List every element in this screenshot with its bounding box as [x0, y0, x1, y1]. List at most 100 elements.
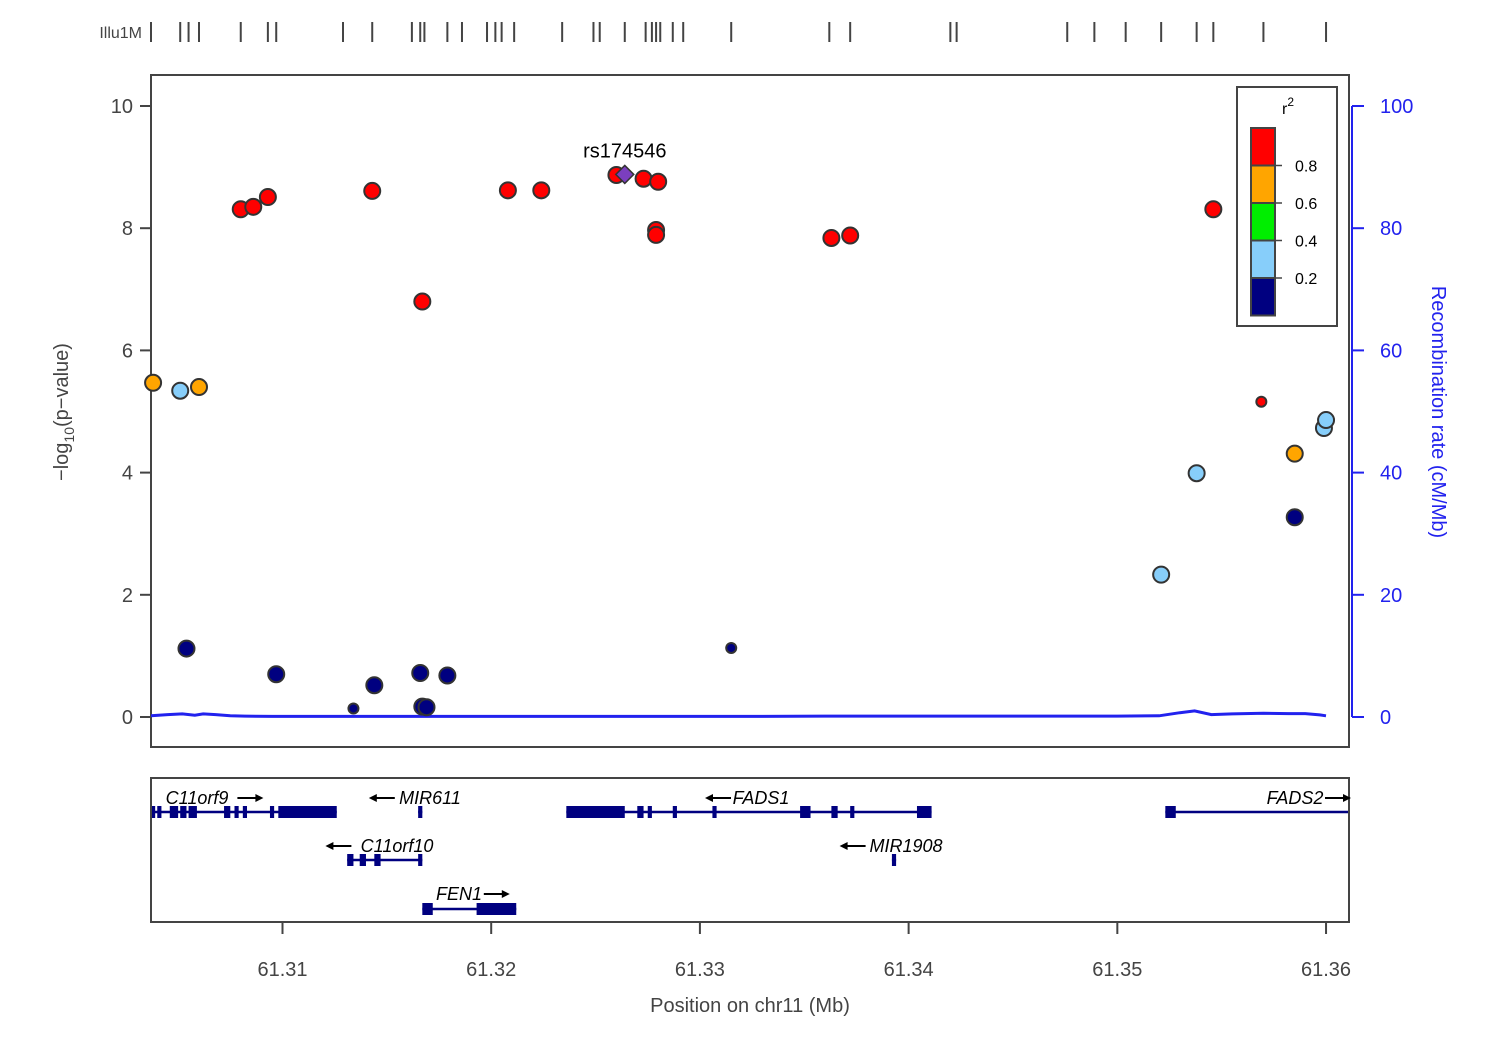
gene-exon [637, 806, 644, 818]
x-tick-label: 61.33 [675, 959, 725, 981]
main-panel-frame [150, 74, 1350, 748]
y2-tick-label: 100 [1380, 96, 1413, 118]
gene-exon [278, 806, 337, 818]
gene-track: C11orf9 MIR611 FADS1 FADS2 C11orf10 MIR1908 FE… [152, 788, 1351, 915]
snp-point [438, 666, 457, 685]
legend-title: r2 [1282, 95, 1294, 118]
lead-snp-group: rs174546 [583, 140, 666, 185]
y2-tick-label: 40 [1380, 463, 1402, 485]
snp-point [144, 373, 163, 392]
x-tick-label: 61.35 [1092, 959, 1142, 981]
recombination-axis: 0 20 40 60 80 100 [1351, 96, 1413, 729]
lead-snp-marker [614, 164, 635, 185]
gene-fads1: FADS1 [566, 788, 932, 818]
gene-exon [800, 806, 811, 818]
snp-point [647, 225, 666, 244]
snp-point [1285, 444, 1304, 463]
snp-point [244, 197, 263, 216]
snp-point [1285, 508, 1304, 527]
snp-point [177, 639, 196, 658]
legend-label: 0.2 [1295, 271, 1317, 288]
snp-point [365, 676, 384, 695]
gene-panel-frame [150, 777, 1350, 923]
gene-exon [242, 806, 248, 818]
gene-label: MIR1908 [869, 836, 942, 856]
gene-mir1908: MIR1908 [839, 836, 943, 866]
gene-c11orf10: C11orf10 [325, 836, 433, 866]
lead-snp-label: rs174546 [583, 140, 666, 162]
gene-exon [850, 806, 855, 818]
y2-axis-title: Recombination rate (cM/Mb) [1427, 286, 1449, 538]
gene-exon [269, 806, 275, 818]
snp-track: Illu1M [99, 22, 1328, 42]
snp-point [1255, 395, 1268, 408]
track-label: Illu1M [99, 25, 142, 42]
legend-label: 0.8 [1295, 159, 1317, 176]
gene-label: FEN1 [436, 884, 482, 904]
legend-swatch-lightblue [1250, 239, 1276, 279]
x-tick-label: 61.31 [257, 959, 307, 981]
gene-exon [152, 806, 156, 818]
gene-exon [157, 806, 162, 818]
snp-point [841, 226, 860, 245]
snp-point [532, 181, 551, 200]
y-axis-title: −log10(p−value) [51, 343, 77, 481]
y-tick-label: 4 [122, 463, 133, 485]
r2-legend: r2 0.8 0.6 0.4 0.2 [1236, 86, 1338, 327]
snp-points [144, 166, 1336, 717]
gene-exon [169, 806, 179, 818]
gene-exon [180, 806, 187, 818]
gene-arrow-head [325, 842, 334, 850]
gene-fen1: FEN1 [422, 884, 517, 915]
gene-exon [647, 806, 652, 818]
x-tick-label: 61.32 [466, 959, 516, 981]
legend-swatch-navy [1250, 277, 1276, 317]
snp-point [725, 641, 738, 654]
recombination-series [150, 709, 1327, 718]
gene-exon [831, 806, 838, 818]
y2-tick-label: 20 [1380, 585, 1402, 607]
gene-exon [891, 854, 897, 866]
gene-exon [566, 806, 625, 818]
gene-exon [418, 854, 423, 866]
gene-arrow-head [501, 890, 510, 898]
y2-tick-label: 80 [1380, 218, 1402, 240]
snp-point [417, 698, 436, 717]
x-tick-label: 61.34 [884, 959, 934, 981]
y-tick-label: 2 [122, 585, 133, 607]
gene-arrow-head [839, 842, 848, 850]
gene-exon [476, 903, 517, 915]
snp-point [1152, 565, 1171, 584]
snp-point [822, 228, 841, 247]
legend-label: 0.4 [1295, 234, 1317, 251]
x-axis: 61.31 61.32 61.33 61.34 61.35 61.36 [257, 922, 1351, 981]
gene-arrow-head [368, 794, 377, 802]
gene-exon [712, 806, 717, 818]
recombination-rate-line [150, 709, 1327, 718]
gene-exon [224, 806, 231, 818]
snp-point [411, 664, 430, 683]
snp-point [347, 702, 360, 715]
gene-exon [188, 806, 197, 818]
gene-exon [672, 806, 677, 818]
gene-exon [422, 903, 433, 915]
snp-point [1187, 464, 1206, 483]
y-tick-label: 0 [122, 707, 133, 729]
gene-exon [347, 854, 354, 866]
snp-point [171, 381, 190, 400]
y-tick-label: 8 [122, 218, 133, 240]
legend-swatch-red [1250, 127, 1276, 167]
snp-point [1317, 411, 1336, 430]
y-axis: 0 2 4 6 8 10 [111, 96, 151, 729]
snp-point [498, 181, 517, 200]
gene-c11orf9: C11orf9 [152, 788, 337, 818]
snp-point [1204, 200, 1223, 219]
gene-arrow-head [255, 794, 264, 802]
gene-label: C11orf10 [361, 836, 434, 856]
gene-label: C11orf9 [166, 788, 229, 808]
gene-fads2: FADS2 [1165, 788, 1351, 818]
gene-arrow-head [705, 794, 713, 802]
gene-exon [916, 806, 932, 818]
gene-label: FADS1 [733, 788, 790, 808]
